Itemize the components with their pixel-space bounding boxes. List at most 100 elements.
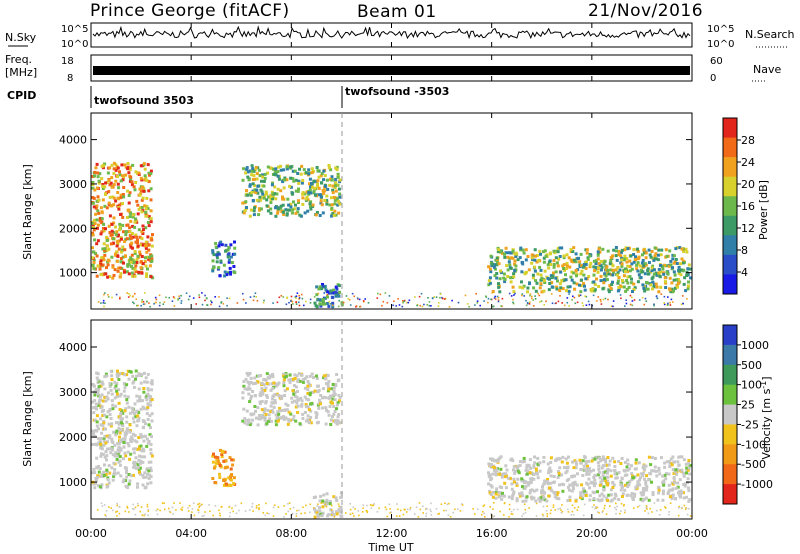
range-gate-cell [142, 407, 146, 411]
range-gate-cell [615, 512, 617, 515]
range-gate-cell [625, 493, 629, 497]
range-gate-cell [262, 184, 266, 188]
range-gate-cell [251, 505, 253, 508]
range-gate-cell [310, 401, 314, 405]
range-gate-cell [559, 286, 563, 290]
range-gate-cell [685, 274, 689, 277]
range-gate-cell [668, 287, 671, 291]
range-gate-cell [280, 209, 284, 213]
range-gate-cell [524, 271, 528, 275]
range-gate-cell [644, 251, 648, 255]
range-gate-cell [116, 515, 118, 517]
range-gate-cell [150, 435, 153, 438]
range-gate-cell [651, 511, 653, 513]
range-gate-cell [301, 417, 305, 420]
range-gate-cell [628, 265, 632, 269]
range-gate-cell [506, 268, 510, 272]
range-gate-cell [245, 422, 249, 426]
range-gate-cell [558, 289, 562, 292]
range-gate-cell [521, 293, 524, 295]
range-gate-cell [265, 395, 269, 399]
range-gate-cell [271, 375, 275, 379]
range-gate-cell [644, 256, 648, 260]
range-gate-cell [119, 413, 123, 417]
range-gate-cell [137, 304, 139, 307]
range-gate-cell [688, 498, 692, 502]
range-gate-cell [668, 511, 670, 513]
range-gate-cell [270, 382, 274, 386]
range-gate-cell [245, 206, 248, 209]
range-gate-cell [95, 371, 99, 375]
range-gate-cell [311, 203, 315, 207]
range-gate-cell [457, 301, 460, 304]
range-gate-cell [556, 250, 560, 254]
range-gate-cell [401, 305, 404, 308]
range-gate-cell [534, 279, 538, 283]
range-gate-cell [260, 390, 264, 394]
range-gate-cell [511, 513, 514, 515]
range-gate-cell [128, 191, 132, 195]
range-gate-cell [600, 300, 602, 303]
range-gate-cell [118, 275, 122, 279]
range-gate-cell [532, 496, 536, 500]
range-gate-cell [309, 298, 312, 301]
range-gate-cell [137, 171, 141, 175]
range-gate-cell [132, 385, 136, 389]
range-gate-cell [106, 275, 110, 279]
range-gate-cell [292, 200, 295, 204]
range-gate-cell [140, 373, 144, 376]
range-gate-cell [139, 459, 143, 463]
range-gate-cell [634, 258, 638, 261]
range-gate-cell [109, 447, 113, 450]
range-gate-cell [560, 460, 564, 464]
range-gate-cell [99, 442, 103, 446]
range-gate-cell [100, 405, 104, 409]
range-gate-cell [584, 266, 588, 270]
range-gate-cell [334, 294, 338, 298]
range-gate-cell [265, 394, 269, 397]
range-gate-cell [226, 255, 230, 259]
range-gate-cell [332, 196, 336, 199]
range-gate-cell [96, 476, 99, 479]
range-gate-cell [263, 389, 267, 392]
range-gate-cell [656, 258, 660, 262]
range-gate-cell [354, 508, 356, 510]
range-gate-cell [613, 472, 617, 476]
range-gate-cell [104, 427, 107, 431]
range-gate-cell [579, 491, 583, 495]
range-gate-cell [476, 300, 479, 302]
range-gate-cell [128, 511, 130, 513]
range-gate-cell [315, 413, 319, 417]
range-gate-cell [104, 473, 108, 477]
range-gate-cell [555, 497, 559, 500]
range-gate-cell [449, 516, 452, 518]
colorbar-tick-label: 100 [741, 379, 762, 392]
range-gate-cell [607, 493, 611, 497]
range-gate-cell [168, 510, 171, 513]
range-gate-cell [294, 419, 298, 423]
range-gate-cell [321, 211, 325, 215]
range-gate-cell [145, 196, 149, 200]
range-gate-cell [597, 471, 601, 475]
range-gate-cell [252, 169, 256, 173]
range-gate-cell [100, 393, 104, 397]
range-gate-cell [98, 264, 102, 268]
range-gate-cell [109, 242, 113, 246]
range-gate-cell [641, 259, 645, 262]
range-gate-cell [97, 181, 101, 185]
range-gate-cell [150, 379, 154, 383]
range-gate-cell [487, 471, 490, 475]
range-gate-cell [624, 246, 628, 250]
range-gate-cell [661, 498, 665, 502]
range-gate-cell [259, 391, 263, 395]
nsky-label: N.Sky [5, 31, 37, 44]
range-gate-cell [266, 171, 270, 175]
range-gate-cell [118, 408, 122, 411]
range-gate-cell [131, 224, 135, 228]
range-gate-cell [325, 498, 329, 502]
range-gate-cell [306, 405, 310, 409]
range-gate-cell [305, 190, 309, 194]
range-gate-cell [112, 196, 116, 200]
range-gate-cell [531, 297, 533, 300]
